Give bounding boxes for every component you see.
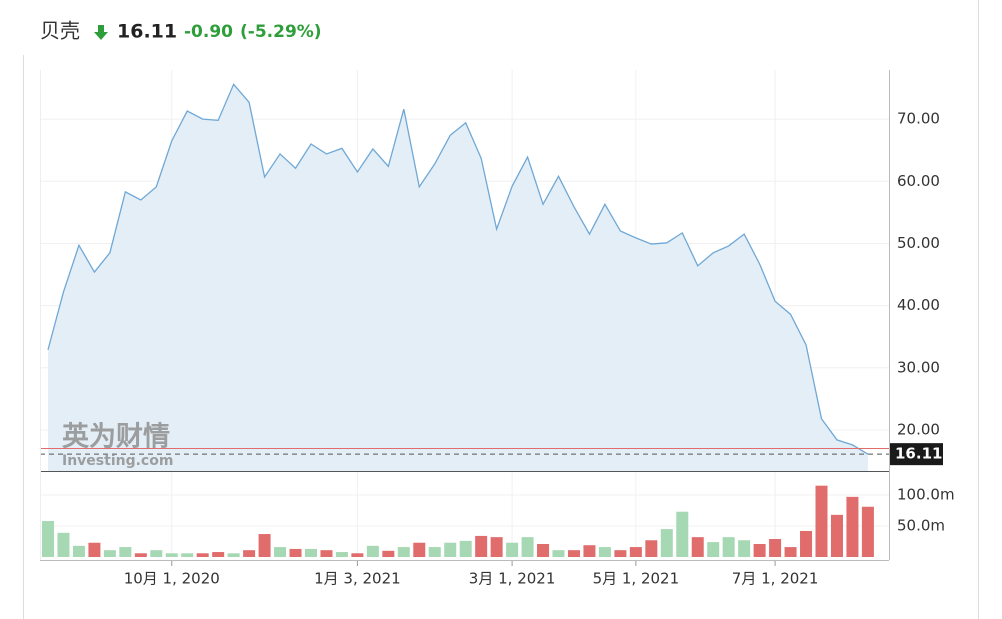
volume-bar xyxy=(614,550,627,557)
volume-bar xyxy=(830,514,843,557)
y-tick-label: 50.0m xyxy=(897,516,945,534)
volume-bar xyxy=(366,545,379,557)
volume-bar xyxy=(320,550,333,557)
volume-bar xyxy=(784,547,797,557)
volume-bar xyxy=(846,496,859,557)
volume-bar xyxy=(212,552,225,557)
volume-bar xyxy=(351,553,364,557)
volume-bar xyxy=(413,542,426,557)
volume-bar xyxy=(444,542,457,557)
volume-bar xyxy=(475,535,488,557)
volume-bar xyxy=(42,521,54,557)
y-tick-label: 100.0m xyxy=(897,485,955,503)
volume-bar xyxy=(521,537,534,557)
volume-bar xyxy=(691,537,704,557)
volume-bar xyxy=(583,545,596,557)
volume-bar xyxy=(753,543,766,557)
volume-bar xyxy=(769,539,782,557)
y-tick-label: 40.00 xyxy=(897,296,940,314)
volume-bar xyxy=(459,540,472,557)
watermark-site: Investing.com xyxy=(62,453,173,469)
volume-bar xyxy=(227,553,240,557)
volume-bar xyxy=(815,485,828,557)
y-tick-label: 70.00 xyxy=(897,110,940,128)
volume-bar xyxy=(428,547,441,557)
down-arrow xyxy=(94,25,108,40)
price-line xyxy=(47,83,869,455)
volume-bar xyxy=(243,550,256,557)
volume-bar xyxy=(598,547,611,557)
volume-bar xyxy=(72,545,85,557)
price-change-pct: (-5.29%) xyxy=(240,22,322,42)
volume-bar xyxy=(274,547,287,557)
volume-bar xyxy=(196,553,209,557)
volume-bar xyxy=(537,543,550,557)
x-tick-label: 3月 1, 2021 xyxy=(469,570,556,588)
y-tick-label: 20.00 xyxy=(897,420,940,438)
volume-bar xyxy=(629,547,642,557)
volume-bar xyxy=(660,529,673,557)
volume-bar xyxy=(103,550,116,557)
y-tick-label: 60.00 xyxy=(897,172,940,190)
price-change: -0.90 xyxy=(184,22,233,42)
volume-bar xyxy=(800,530,813,557)
volume-bar xyxy=(289,548,302,557)
stock-price: 16.11 xyxy=(117,21,177,43)
volume-bar xyxy=(335,552,348,557)
volume-bar xyxy=(304,548,317,557)
price-area xyxy=(48,84,868,471)
last-price-box xyxy=(890,443,943,466)
volume-bar xyxy=(181,553,194,557)
volume-bar xyxy=(738,540,751,557)
plot: 10月 1, 2020 1月 3, 2021 3月 1, 2021 5月 1, 202… xyxy=(40,70,955,588)
volume-bar xyxy=(88,542,101,557)
x-tick-label: 5月 1, 2021 xyxy=(593,570,680,588)
watermark-brand: 英为财情 xyxy=(62,422,170,453)
volume-bar xyxy=(722,537,735,557)
volume-bar xyxy=(567,550,580,557)
volume-bar xyxy=(645,540,658,557)
volume-bar xyxy=(150,550,163,557)
volume-bar xyxy=(57,532,70,557)
last-price-label: 16.11 xyxy=(895,445,942,463)
volume-bar xyxy=(676,511,689,557)
x-tick-label: 7月 1, 2021 xyxy=(732,570,819,588)
volume-bar xyxy=(397,547,410,557)
volume-bar xyxy=(861,506,874,557)
stock-name: 贝壳 xyxy=(40,19,80,43)
x-tick-label: 1月 3, 2021 xyxy=(314,570,401,588)
volume-bar xyxy=(134,553,147,557)
y-tick-label: 50.00 xyxy=(897,234,940,252)
volume-bar xyxy=(707,542,720,557)
volume-bar xyxy=(119,547,132,557)
volume-bar xyxy=(258,534,271,557)
x-tick-label: 10月 1, 2020 xyxy=(124,570,220,588)
volume-bar xyxy=(552,550,565,557)
y-tick-label: 30.00 xyxy=(897,358,940,376)
volume-bar xyxy=(490,537,503,557)
volume-bar xyxy=(382,550,395,557)
volume-bar xyxy=(506,542,519,557)
volume-bar xyxy=(165,553,178,557)
